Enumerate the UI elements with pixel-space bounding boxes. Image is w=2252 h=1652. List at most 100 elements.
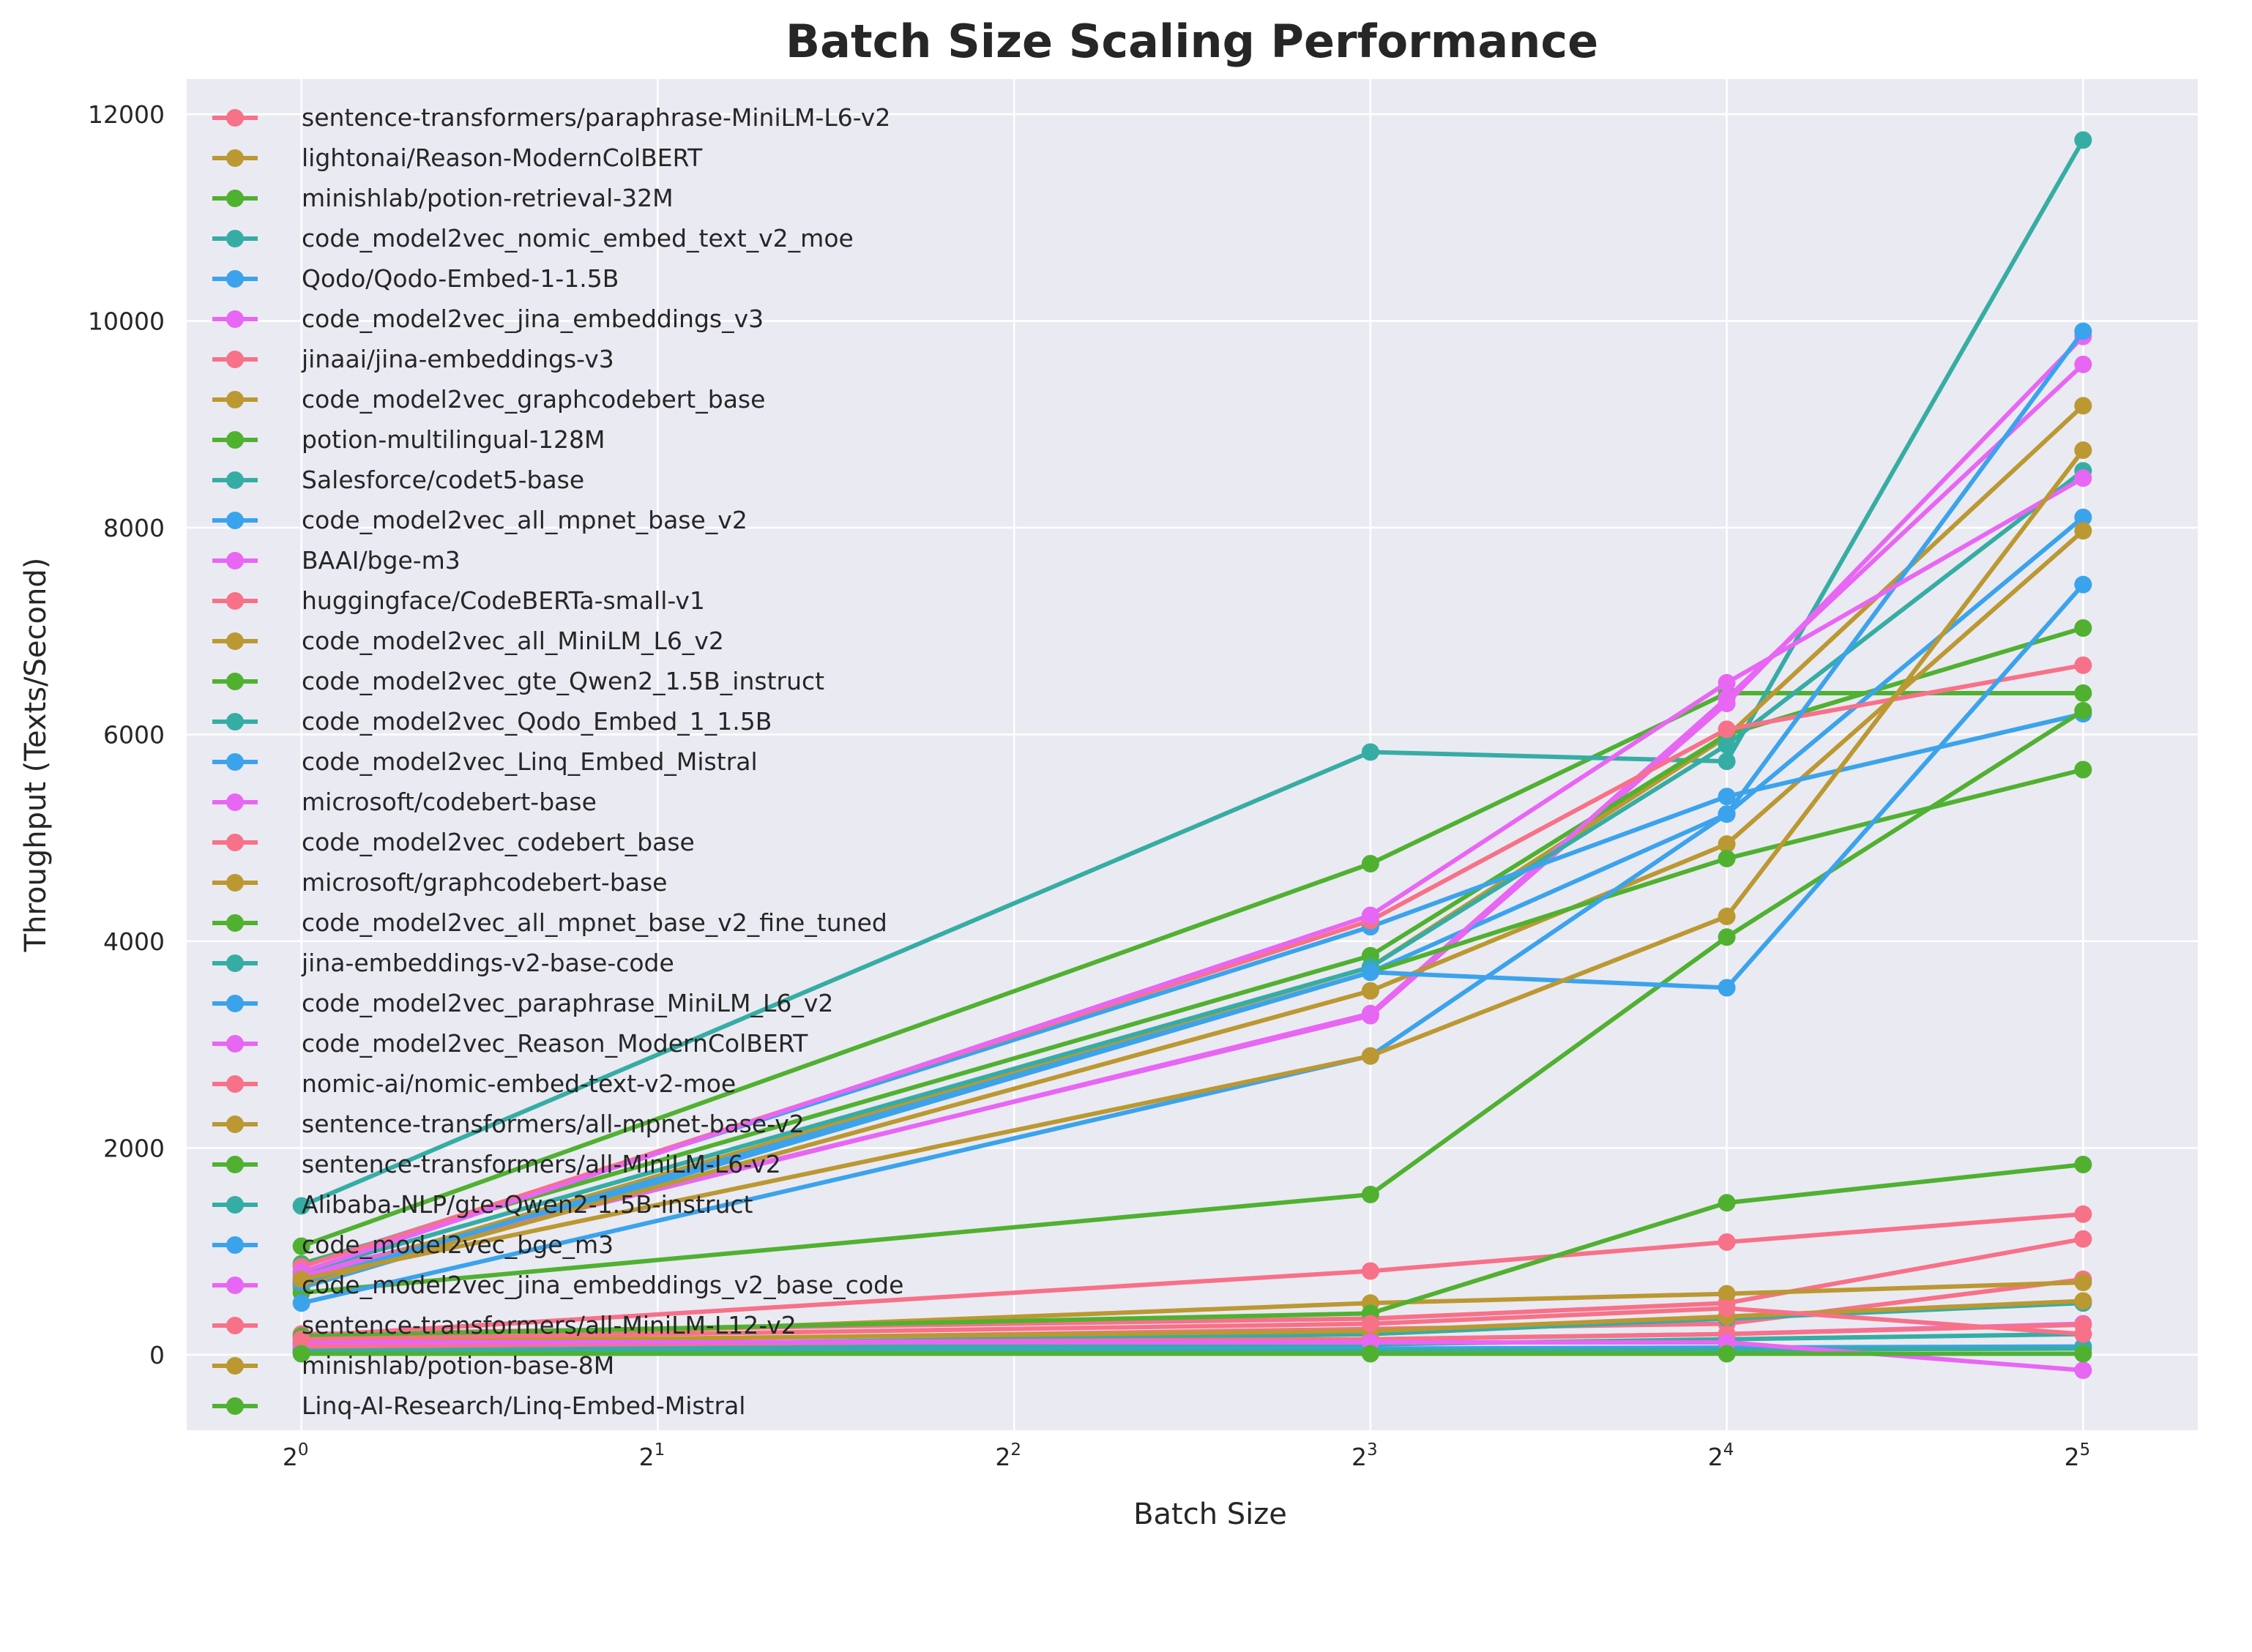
data-point (292, 1237, 310, 1255)
chart-title: Batch Size Scaling Performance (786, 15, 1598, 68)
data-point (2074, 618, 2092, 637)
legend-swatch-marker (226, 109, 244, 127)
legend-item: minishlab/potion-retrieval-32M (212, 184, 674, 212)
legend-item: code_model2vec_nomic_embed_text_v2_moe (212, 224, 854, 253)
data-point (2074, 575, 2092, 594)
legend-item: code_model2vec_gte_Qwen2_1.5B_instruct (212, 667, 824, 695)
legend-item: sentence-transformers/all-MiniLM-L12-v2 (212, 1311, 797, 1339)
legend-item: code_model2vec_paraphrase_MiniLM_L6_v2 (212, 989, 833, 1017)
data-point (1718, 788, 1736, 806)
legend-item: Salesforce/codet5-base (212, 466, 584, 494)
legend-item: code_model2vec_Linq_Embed_Mistral (212, 747, 758, 776)
data-point (2074, 760, 2092, 779)
data-point (2074, 1156, 2092, 1174)
data-point (1718, 849, 1736, 867)
legend-item: jinaai/jina-embeddings-v3 (212, 345, 614, 373)
data-point (2074, 684, 2092, 702)
legend-label: sentence-transformers/all-mpnet-base-v2 (302, 1110, 805, 1138)
legend-item: jina-embeddings-v2-base-code (212, 949, 674, 977)
data-point (2074, 1274, 2092, 1292)
series-30 (292, 1299, 2092, 1348)
legend-swatch-marker (226, 954, 244, 972)
legend-swatch-marker (226, 874, 244, 892)
series-line (300, 476, 2084, 1274)
data-point (2074, 701, 2092, 720)
series-line (301, 1162, 2084, 1339)
data-point (1718, 1299, 1736, 1318)
data-point (2074, 1361, 2092, 1380)
y-tick-label: 4000 (103, 927, 165, 956)
y-tick-label: 10000 (88, 307, 165, 336)
x-axis-label: Batch Size (1133, 1498, 1287, 1531)
legend-item: nomic-ai/nomic-embed-text-v2-moe (212, 1069, 736, 1098)
series-31 (292, 441, 2092, 1288)
x-tick-label: 24 (1708, 1440, 1734, 1471)
legend-item: code_model2vec_jina_embeddings_v2_base_c… (212, 1271, 903, 1299)
data-point (1361, 1345, 1379, 1363)
y-tick-labels: 0 2000 4000 6000 8000 10000 12000 (88, 100, 165, 1369)
y-tick-label: 12000 (88, 100, 165, 129)
series-line (300, 583, 2085, 1285)
legend-swatch-marker (226, 673, 244, 690)
legend: sentence-transformers/paraphrase-MiniLM-… (212, 103, 903, 1420)
data-point (2074, 469, 2092, 487)
legend-item: code_model2vec_all_mpnet_base_v2_fine_tu… (212, 908, 887, 937)
x-tick-label: 25 (2064, 1440, 2090, 1471)
data-point (292, 1197, 310, 1215)
legend-swatch-marker (226, 351, 244, 368)
x-tick-label: 21 (639, 1440, 665, 1471)
series-line (301, 1298, 2084, 1345)
legend-swatch-marker (226, 592, 244, 610)
series-line (300, 711, 2084, 1268)
legend-swatch-marker (226, 1156, 244, 1173)
data-point (1361, 982, 1379, 1000)
data-point (1718, 689, 1736, 708)
series-line (300, 468, 2085, 1274)
legend-item: potion-multilingual-128M (212, 425, 605, 454)
data-point (2074, 656, 2092, 674)
series-line (301, 1306, 2084, 1342)
data-point (1718, 1345, 1736, 1363)
legend-item: sentence-transformers/all-mpnet-base-v2 (212, 1110, 805, 1138)
legend-label: sentence-transformers/all-MiniLM-L12-v2 (302, 1311, 797, 1339)
legend-label: sentence-transformers/all-MiniLM-L6-v2 (302, 1150, 781, 1178)
legend-label: code_model2vec_all_MiniLM_L6_v2 (302, 627, 724, 655)
x-tick-label: 22 (995, 1440, 1021, 1471)
legend-label: minishlab/potion-base-8M (302, 1351, 614, 1380)
legend-item: Qodo/Qodo-Embed-1-1.5B (212, 264, 619, 293)
legend-item: code_model2vec_graphcodebert_base (212, 385, 765, 414)
legend-label: code_model2vec_Qodo_Embed_1_1.5B (302, 707, 772, 736)
data-point (1718, 1194, 1736, 1212)
legend-label: nomic-ai/nomic-embed-text-v2-moe (302, 1069, 736, 1098)
series-25 (292, 1292, 2092, 1351)
legend-label: code_model2vec_graphcodebert_base (302, 385, 765, 414)
x-tick-label: 20 (283, 1440, 309, 1471)
data-point (1718, 720, 1736, 739)
legend-label: code_model2vec_paraphrase_MiniLM_L6_v2 (302, 989, 833, 1017)
data-point (1718, 908, 1736, 926)
data-point (2074, 322, 2092, 340)
legend-swatch-marker (226, 552, 244, 569)
legend-label: Qodo/Qodo-Embed-1-1.5B (302, 264, 619, 293)
legend-label: microsoft/graphcodebert-base (302, 868, 667, 897)
series-line (300, 138, 2085, 1208)
legend-label: code_model2vec_gte_Qwen2_1.5B_instruct (302, 667, 824, 695)
data-point (1361, 1262, 1379, 1280)
data-point (1361, 1315, 1379, 1333)
data-point (2074, 1230, 2092, 1248)
series-line (301, 329, 2085, 1306)
legend-label: jinaai/jina-embeddings-v3 (301, 345, 614, 373)
legend-item: sentence-transformers/paraphrase-MiniLM-… (212, 103, 890, 132)
y-tick-label: 6000 (103, 720, 165, 749)
y-tick-label: 0 (149, 1341, 165, 1369)
legend-item: minishlab/potion-base-8M (212, 1351, 614, 1380)
x-tick-label: 23 (1351, 1440, 1378, 1471)
legend-item: Alibaba-NLP/gte-Qwen2-1.5B-instruct (212, 1190, 753, 1219)
legend-label: code_model2vec_all_mpnet_base_v2_fine_tu… (302, 908, 887, 937)
data-point (2074, 1345, 2092, 1363)
legend-swatch-marker (226, 632, 244, 650)
legend-swatch-marker (226, 914, 244, 932)
data-point (1361, 743, 1379, 761)
legend-item: sentence-transformers/all-MiniLM-L6-v2 (212, 1150, 781, 1178)
